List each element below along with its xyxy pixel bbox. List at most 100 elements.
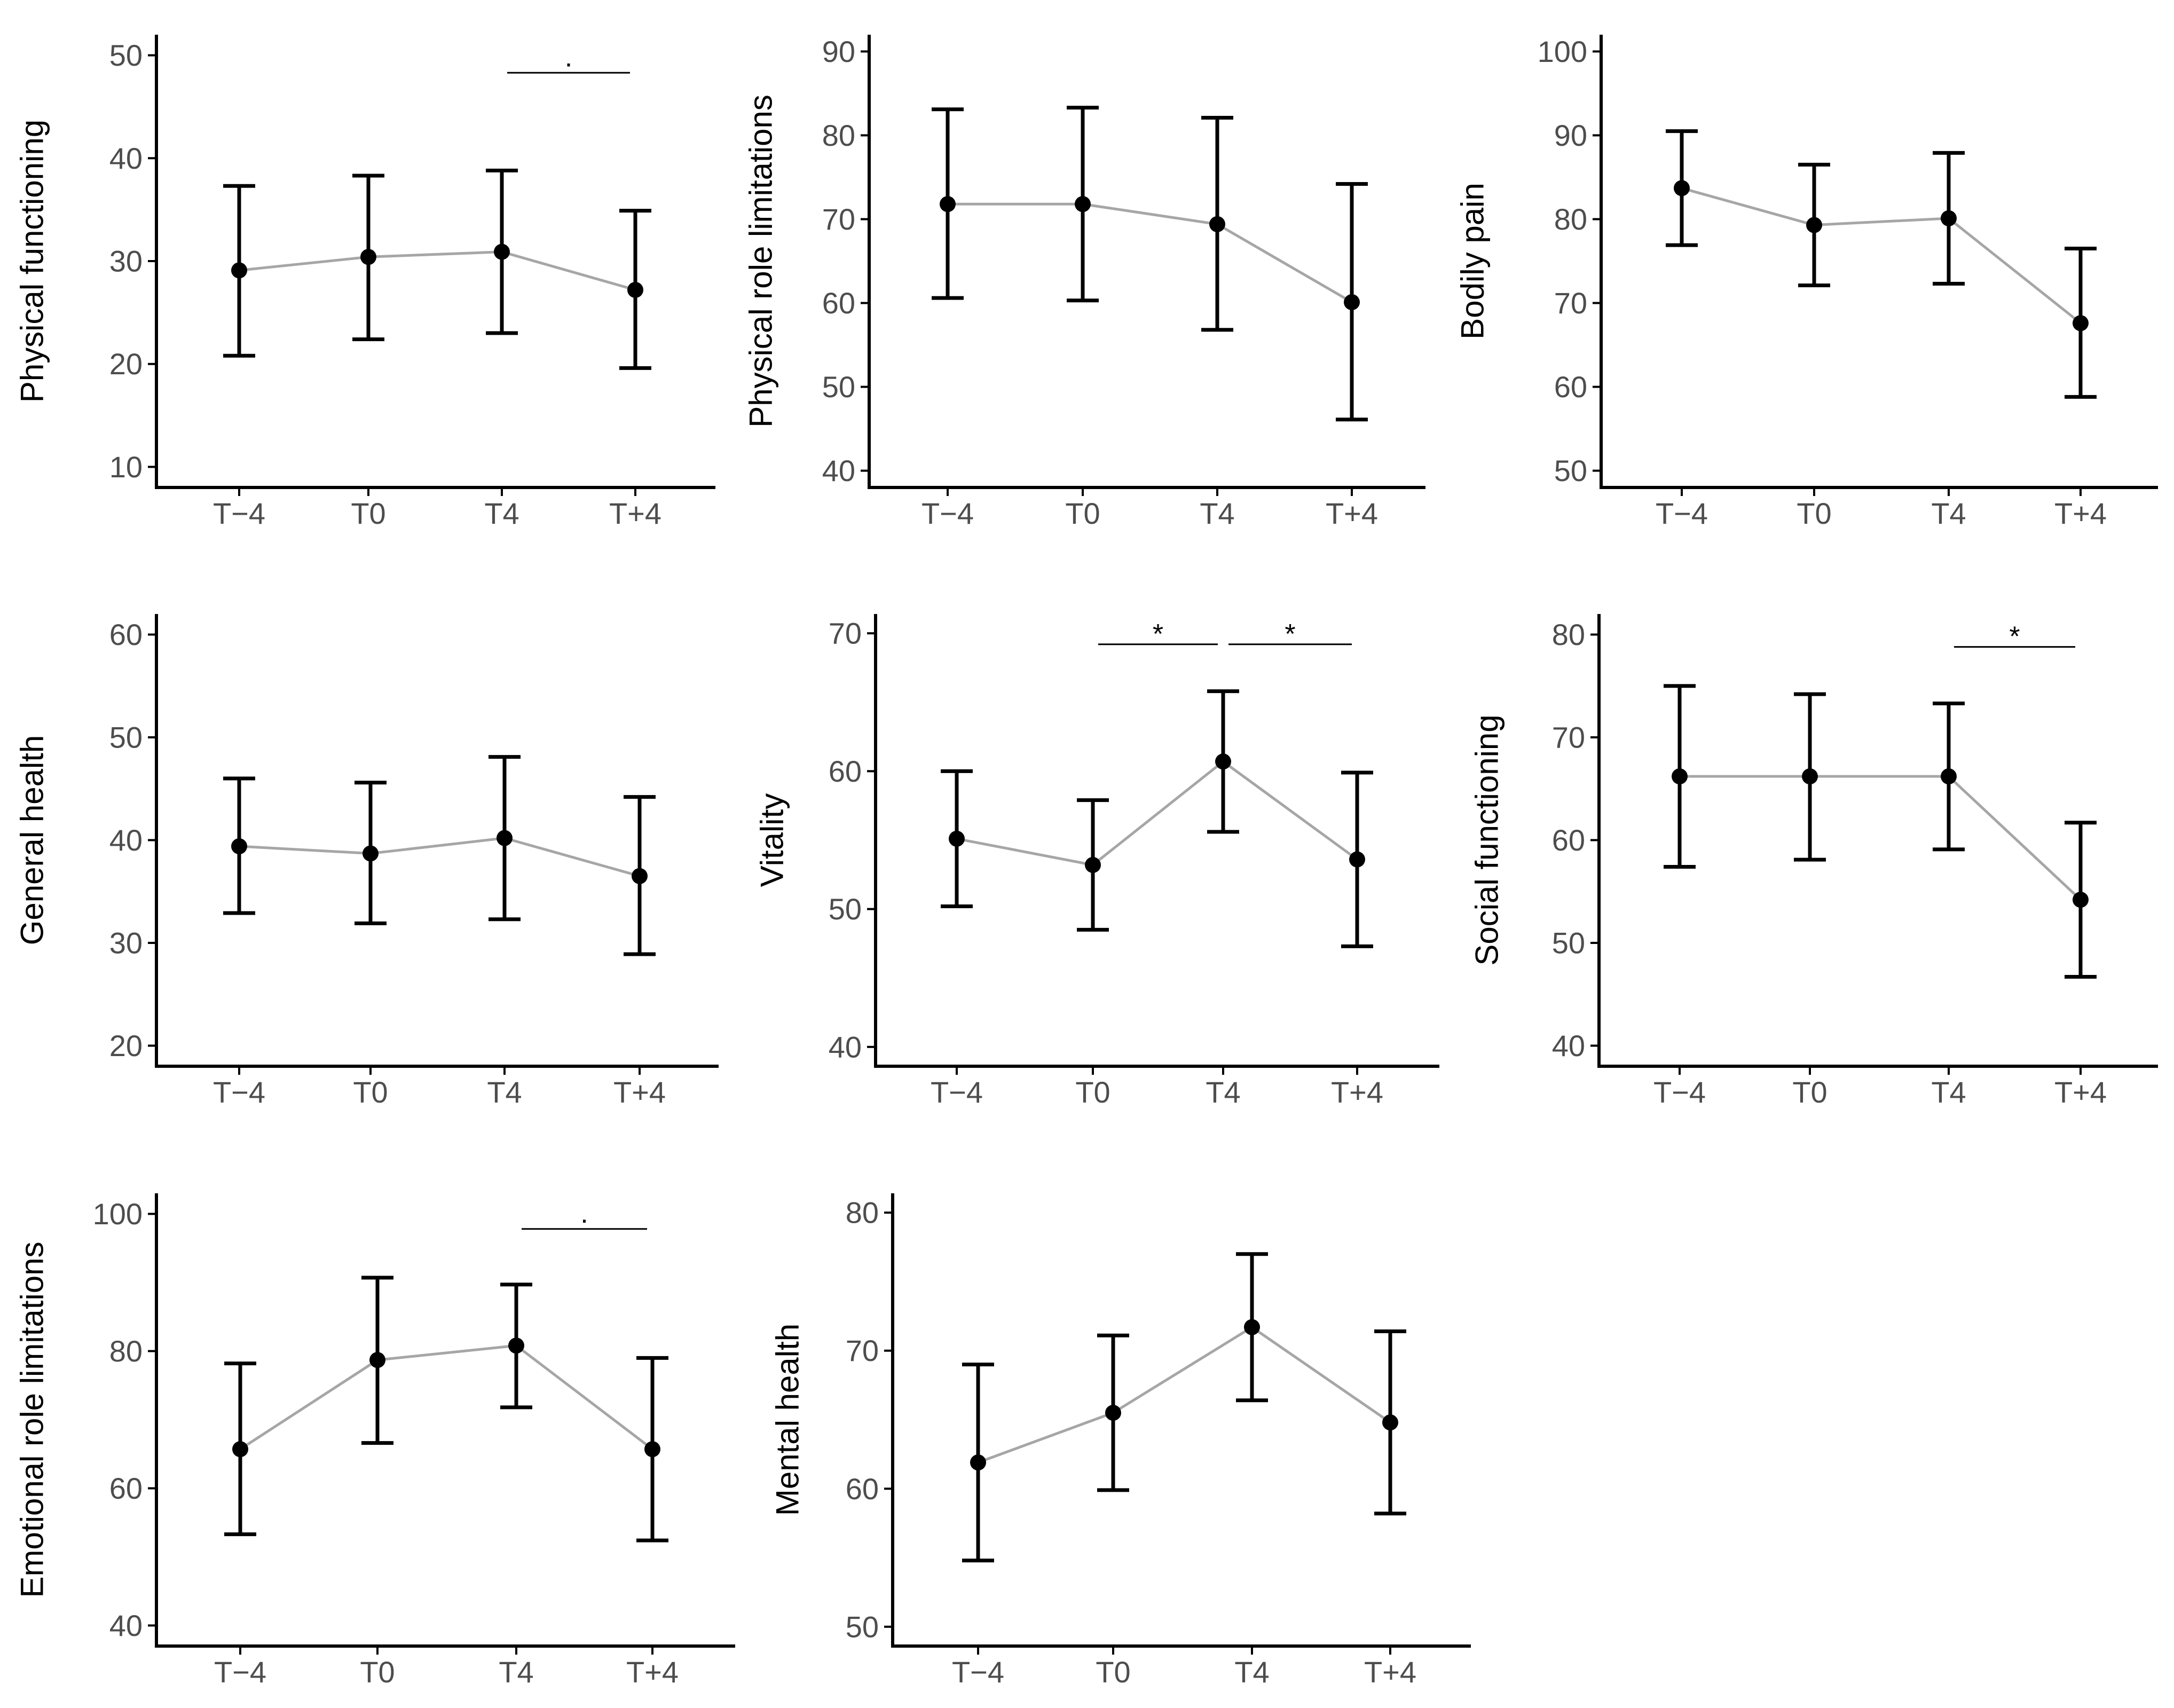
data-point [1674, 180, 1690, 196]
y-tick-label: 80 [1554, 202, 1587, 236]
x-tick-label: T−4 [213, 1075, 265, 1109]
chart-panel: 40 50 60 70 T−4 T0 T4 T+4 Vitality * * [754, 614, 1439, 1109]
series-line [978, 1325, 1391, 1464]
data-point [1209, 216, 1225, 232]
x-tick-label: T−4 [213, 497, 265, 530]
data-point [231, 262, 247, 279]
y-tick-label: 70 [846, 1334, 879, 1367]
data-point [1215, 753, 1231, 770]
data-point [940, 196, 956, 212]
data-point [1672, 768, 1688, 785]
y-tick-label: 50 [1552, 926, 1585, 960]
y-tick-label: 90 [822, 35, 855, 68]
x-tick-label: T+4 [609, 497, 661, 530]
data-point [369, 1352, 385, 1368]
data-point [232, 1441, 248, 1458]
y-tick-label: 70 [1554, 286, 1587, 320]
data-point [1349, 851, 1365, 868]
y-tick-label: 100 [1538, 35, 1587, 68]
y-tick-label: 60 [1552, 823, 1585, 857]
y-tick-label: 40 [109, 1609, 143, 1642]
significance-label: . [580, 1198, 588, 1229]
y-tick-label: 30 [109, 926, 143, 960]
y-tick-label: 50 [109, 721, 143, 754]
chart-panel: 40 50 60 70 80 T−4 T0 T4 T+4 Social functioning * [1469, 614, 2158, 1109]
data-point [1075, 196, 1091, 212]
y-tick-label: 60 [109, 1471, 143, 1505]
y-axis-title: Bodily pain [1455, 183, 1491, 340]
x-tick-label: T−4 [214, 1655, 266, 1689]
y-tick-label: 40 [1552, 1029, 1585, 1062]
series-line [956, 760, 1358, 867]
x-tick-label: T4 [1931, 1075, 1966, 1109]
significance-label: * [2009, 621, 2020, 652]
x-tick-label: T+4 [613, 1075, 666, 1109]
data-point [231, 838, 247, 855]
data-point [1344, 294, 1360, 310]
y-axis-title: Physical functioning [14, 120, 50, 403]
x-tick-label: T4 [1200, 497, 1234, 530]
x-tick-label: T4 [499, 1655, 533, 1689]
y-tick-label: 10 [109, 450, 143, 484]
y-tick-label: 70 [829, 617, 862, 650]
y-tick-label: 40 [109, 141, 143, 175]
data-point [1244, 1319, 1260, 1335]
chart-panel: 40 60 80 100 T−4 T0 T4 T+4 Emotional role limita… [14, 1193, 735, 1689]
data-point [1806, 217, 1822, 233]
data-point [2073, 315, 2089, 332]
y-tick-label: 50 [829, 892, 862, 926]
data-point [1085, 856, 1101, 873]
data-point [1802, 768, 1818, 785]
chart-panel: 10 20 30 40 50 T−4 T0 T4 T+4 Physical functioning… [14, 35, 715, 530]
significance-label: * [1285, 619, 1295, 650]
x-tick-label: T0 [1075, 1075, 1110, 1109]
data-point [363, 845, 379, 862]
x-tick-label: T0 [1797, 497, 1831, 530]
y-tick-label: 90 [1554, 119, 1587, 152]
data-point [627, 281, 643, 298]
chart-panel: 40 50 60 70 80 90 T−4 T0 T4 T+4 Physical role limi… [743, 35, 1425, 530]
x-tick-label: T+4 [626, 1655, 679, 1689]
y-tick-label: 80 [822, 119, 855, 152]
data-point [497, 830, 513, 846]
data-point [494, 243, 510, 260]
chart-panel: 20 30 40 50 60 T−4 T0 T4 T+4 General health [14, 614, 719, 1109]
x-tick-label: T4 [484, 497, 519, 530]
y-tick-label: 20 [109, 347, 143, 381]
x-tick-label: T−4 [1656, 497, 1708, 530]
chart-panel: 50 60 70 80 90 100 T−4 T0 T4 T+4 Bodily pain [1455, 35, 2158, 530]
y-tick-label: 60 [109, 618, 143, 651]
data-point [1941, 210, 1957, 226]
x-tick-label: T+4 [2054, 1075, 2107, 1109]
y-axis-title: General health [14, 735, 50, 946]
significance-label: . [565, 42, 572, 73]
y-axis-title: Mental health [770, 1324, 806, 1516]
chart-panel: 50 60 70 80 T−4 T0 T4 T+4 Mental health [770, 1193, 1471, 1689]
y-tick-label: 60 [829, 754, 862, 788]
y-tick-label: 30 [109, 245, 143, 278]
x-tick-label: T4 [1931, 497, 1966, 530]
x-tick-label: T4 [1206, 1075, 1240, 1109]
data-point [1941, 768, 1957, 785]
y-tick-label: 80 [1552, 618, 1585, 651]
y-axis-title: Physical role limitations [743, 95, 779, 428]
data-point [644, 1441, 660, 1458]
x-tick-label: T0 [1065, 497, 1100, 530]
data-point [632, 868, 648, 884]
x-tick-label: T4 [487, 1075, 522, 1109]
x-tick-label: T4 [1234, 1655, 1269, 1689]
y-axis-title: Social functioning [1469, 714, 1505, 965]
series-line [239, 250, 636, 292]
data-point [970, 1454, 986, 1471]
series-line [239, 837, 640, 878]
data-point [1105, 1405, 1121, 1421]
y-tick-label: 80 [846, 1196, 879, 1230]
y-axis-title: Vitality [754, 793, 790, 887]
x-tick-label: T0 [353, 1075, 388, 1109]
x-tick-label: T+4 [1331, 1075, 1383, 1109]
y-axis-title: Emotional role limitations [14, 1242, 50, 1598]
significance-label: * [1153, 619, 1163, 650]
series-line [1680, 775, 2082, 901]
y-tick-label: 40 [109, 823, 143, 857]
